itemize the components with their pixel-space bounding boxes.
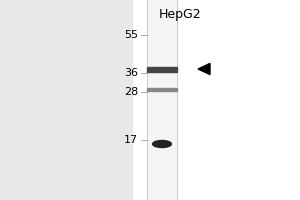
Polygon shape — [198, 63, 210, 75]
Text: 17: 17 — [124, 135, 138, 145]
FancyBboxPatch shape — [0, 0, 132, 200]
Text: 28: 28 — [124, 87, 138, 97]
Text: 36: 36 — [124, 68, 138, 78]
FancyBboxPatch shape — [147, 0, 177, 200]
Bar — [147, 66, 177, 72]
Bar — [147, 88, 177, 90]
Text: HepG2: HepG2 — [159, 8, 201, 21]
Text: 55: 55 — [124, 30, 138, 40]
Ellipse shape — [153, 140, 172, 147]
